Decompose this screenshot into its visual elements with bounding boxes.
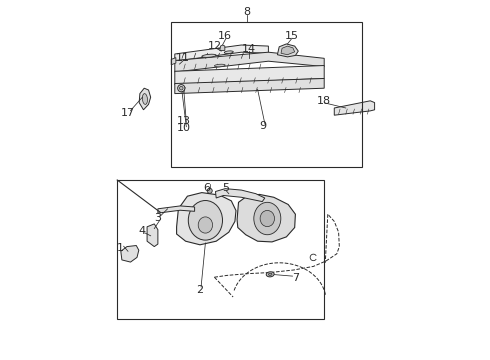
Ellipse shape [224,51,233,54]
Ellipse shape [198,217,213,233]
Text: 16: 16 [218,31,232,41]
Text: 1: 1 [117,243,124,253]
Ellipse shape [266,272,274,277]
Ellipse shape [260,210,274,227]
Polygon shape [175,45,269,61]
Text: 7: 7 [292,273,299,283]
Polygon shape [147,224,158,247]
Polygon shape [171,58,176,65]
Polygon shape [281,46,294,55]
Text: 17: 17 [121,108,135,118]
Text: 14: 14 [242,44,256,54]
Text: 12: 12 [207,41,221,51]
Text: 2: 2 [196,285,203,295]
Polygon shape [237,194,295,242]
Ellipse shape [254,202,281,235]
Text: 5: 5 [221,183,229,193]
Polygon shape [121,246,139,262]
Bar [171,22,362,167]
Ellipse shape [215,64,225,67]
Polygon shape [176,193,236,245]
Ellipse shape [202,54,216,57]
Circle shape [178,85,185,92]
Text: 18: 18 [317,96,331,106]
Polygon shape [175,66,324,85]
Text: 4: 4 [139,226,146,236]
Polygon shape [220,45,225,50]
Polygon shape [277,44,298,57]
Polygon shape [158,206,195,213]
Text: 3: 3 [154,213,161,223]
Text: 11: 11 [176,53,190,63]
Circle shape [207,188,212,193]
Ellipse shape [188,201,222,240]
Bar [117,180,324,319]
Polygon shape [334,101,374,115]
Ellipse shape [143,94,147,104]
Text: 6: 6 [204,183,211,193]
Text: 9: 9 [259,121,267,131]
Polygon shape [139,88,151,110]
Polygon shape [175,52,324,72]
Text: 15: 15 [285,31,299,41]
Text: 10: 10 [177,123,191,133]
Circle shape [179,86,183,90]
Polygon shape [216,189,265,202]
Polygon shape [175,78,324,94]
Ellipse shape [269,273,272,275]
Text: 13: 13 [177,116,191,126]
Text: 8: 8 [243,7,250,17]
